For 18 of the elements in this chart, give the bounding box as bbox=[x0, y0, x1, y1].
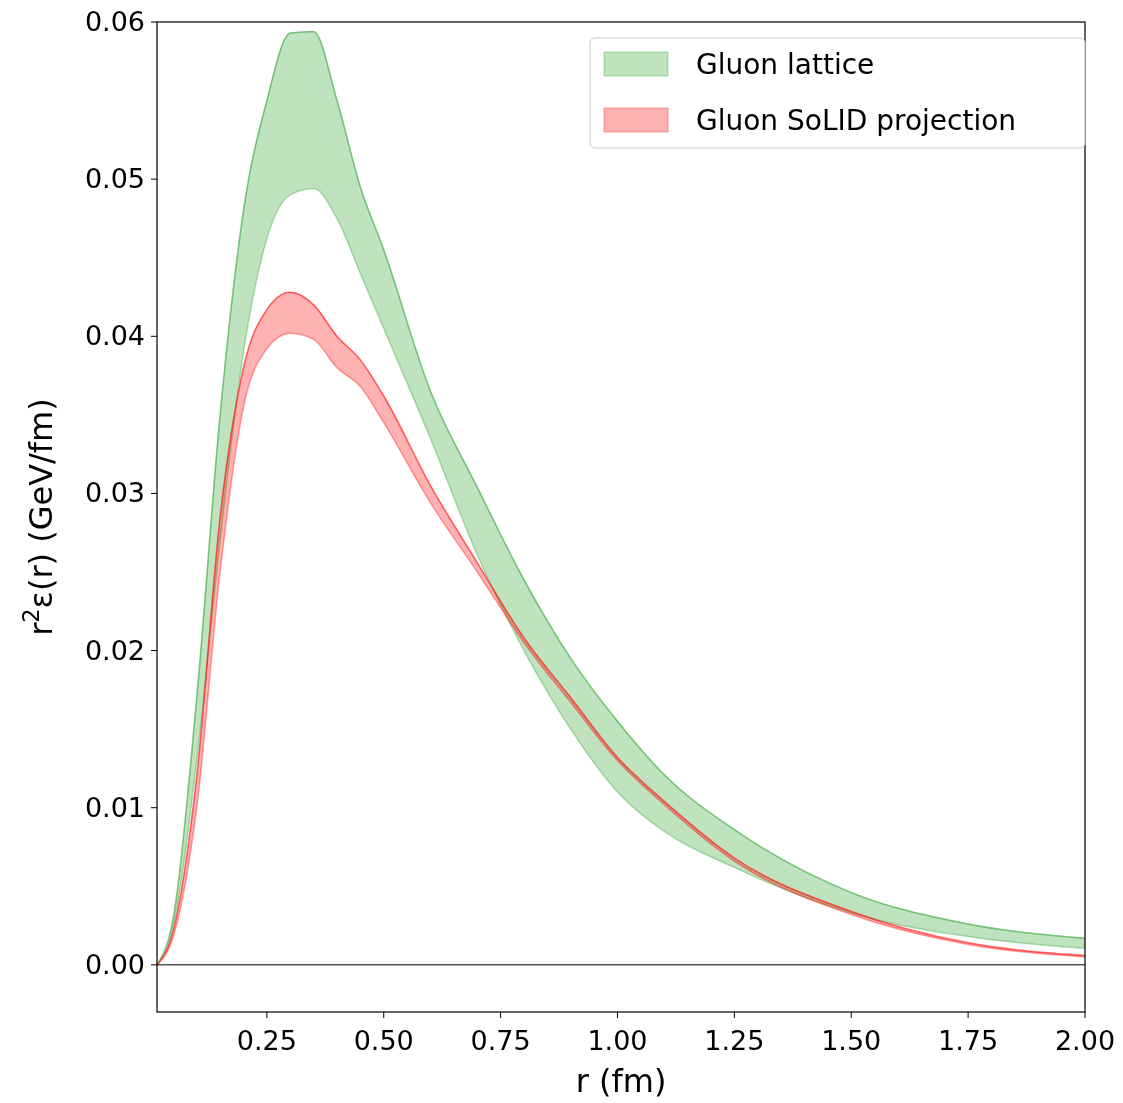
y-tick-label: 0.05 bbox=[84, 163, 145, 195]
legend-label: Gluon SoLID projection bbox=[696, 104, 1017, 137]
x-tick-label: 0.75 bbox=[470, 1025, 531, 1056]
x-tick-label: 1.00 bbox=[587, 1025, 648, 1056]
y-tick-label: 0.01 bbox=[84, 791, 145, 823]
x-tick-label: 1.50 bbox=[821, 1025, 882, 1056]
x-tick-label: 0.50 bbox=[353, 1025, 414, 1056]
x-tick-label: 2.00 bbox=[1054, 1025, 1116, 1056]
x-tick-label: 1.75 bbox=[938, 1025, 999, 1056]
y-tick-label: 0.04 bbox=[84, 320, 145, 352]
x-tick-label: 0.25 bbox=[236, 1025, 297, 1056]
y-tick-label: 0.03 bbox=[84, 477, 145, 509]
y-tick-label: 0.02 bbox=[84, 634, 145, 666]
x-axis-title: r (fm) bbox=[575, 1062, 667, 1100]
y-tick-label: 0.00 bbox=[84, 948, 145, 980]
x-tick-label: 1.25 bbox=[704, 1025, 765, 1056]
y-tick-label: 0.06 bbox=[84, 6, 145, 37]
legend-label: Gluon lattice bbox=[696, 48, 875, 81]
